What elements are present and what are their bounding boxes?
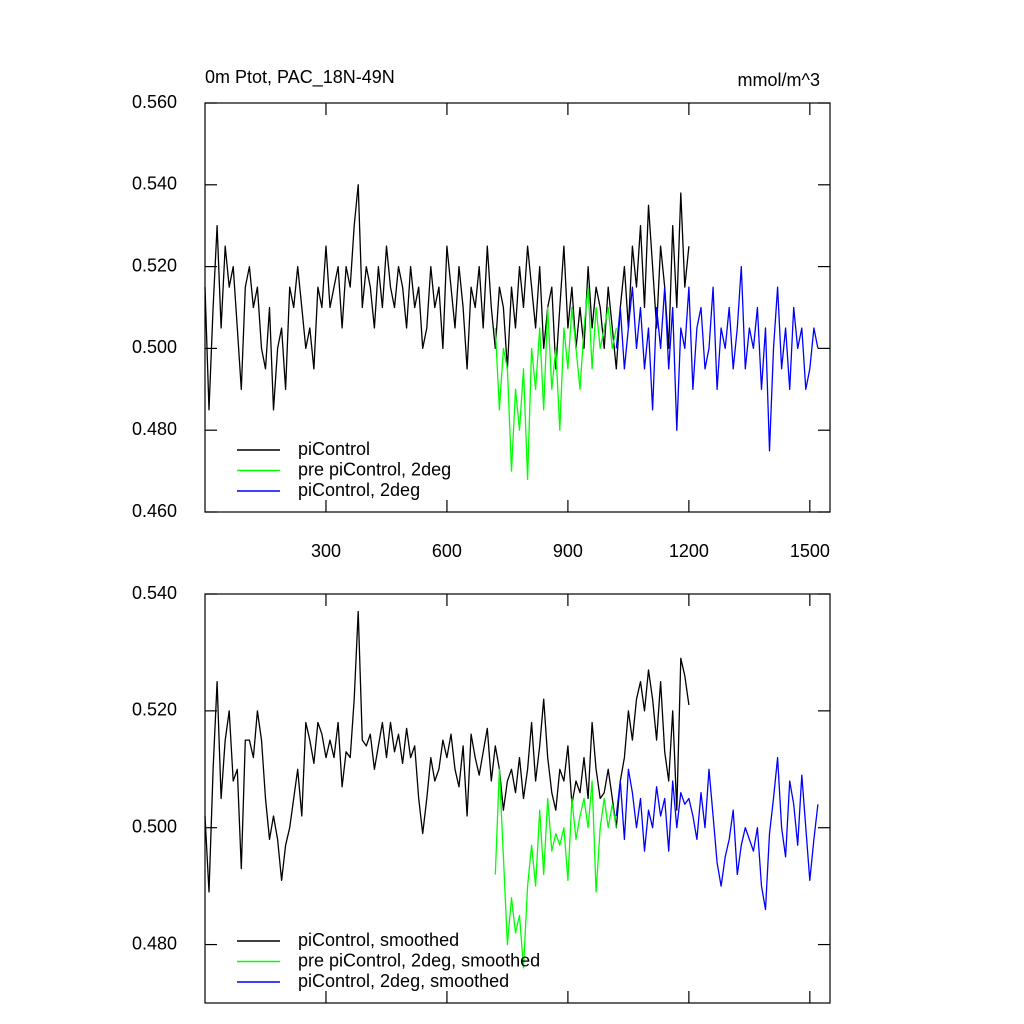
x-tick-label: 900 bbox=[553, 541, 583, 561]
legend-label: piControl bbox=[298, 439, 370, 459]
y-tick-label: 0.480 bbox=[132, 419, 177, 439]
legend-label: pre piControl, 2deg, smoothed bbox=[298, 950, 540, 970]
y-tick-label: 0.500 bbox=[132, 816, 177, 836]
y-tick-label: 0.540 bbox=[132, 583, 177, 603]
x-tick-label: 1500 bbox=[790, 541, 830, 561]
x-tick-label: 1200 bbox=[669, 541, 709, 561]
data-line bbox=[204, 610, 690, 893]
legend-label: pre piControl, 2deg bbox=[298, 459, 451, 479]
data-line bbox=[494, 286, 617, 480]
y-tick-label: 0.500 bbox=[132, 337, 177, 357]
y-tick-label: 0.460 bbox=[132, 501, 177, 521]
chart-title: 0m Ptot, PAC_18N-49N bbox=[205, 67, 395, 88]
units-label: mmol/m^3 bbox=[738, 70, 820, 90]
data-line bbox=[615, 265, 819, 452]
y-tick-label: 0.520 bbox=[132, 700, 177, 720]
y-tick-label: 0.540 bbox=[132, 174, 177, 194]
legend-label: piControl, smoothed bbox=[298, 930, 459, 950]
legend-label: piControl, 2deg bbox=[298, 480, 420, 500]
plot-frame bbox=[204, 102, 831, 513]
data-line bbox=[204, 184, 690, 411]
data-line bbox=[615, 756, 819, 911]
legend-label: piControl, 2deg, smoothed bbox=[298, 971, 509, 991]
y-tick-label: 0.520 bbox=[132, 255, 177, 275]
x-tick-label: 300 bbox=[311, 541, 341, 561]
data-line bbox=[494, 768, 617, 969]
y-tick-label: 0.560 bbox=[132, 92, 177, 112]
x-tick-label: 600 bbox=[432, 541, 462, 561]
plot-frame bbox=[204, 593, 831, 1004]
y-tick-label: 0.480 bbox=[132, 933, 177, 953]
